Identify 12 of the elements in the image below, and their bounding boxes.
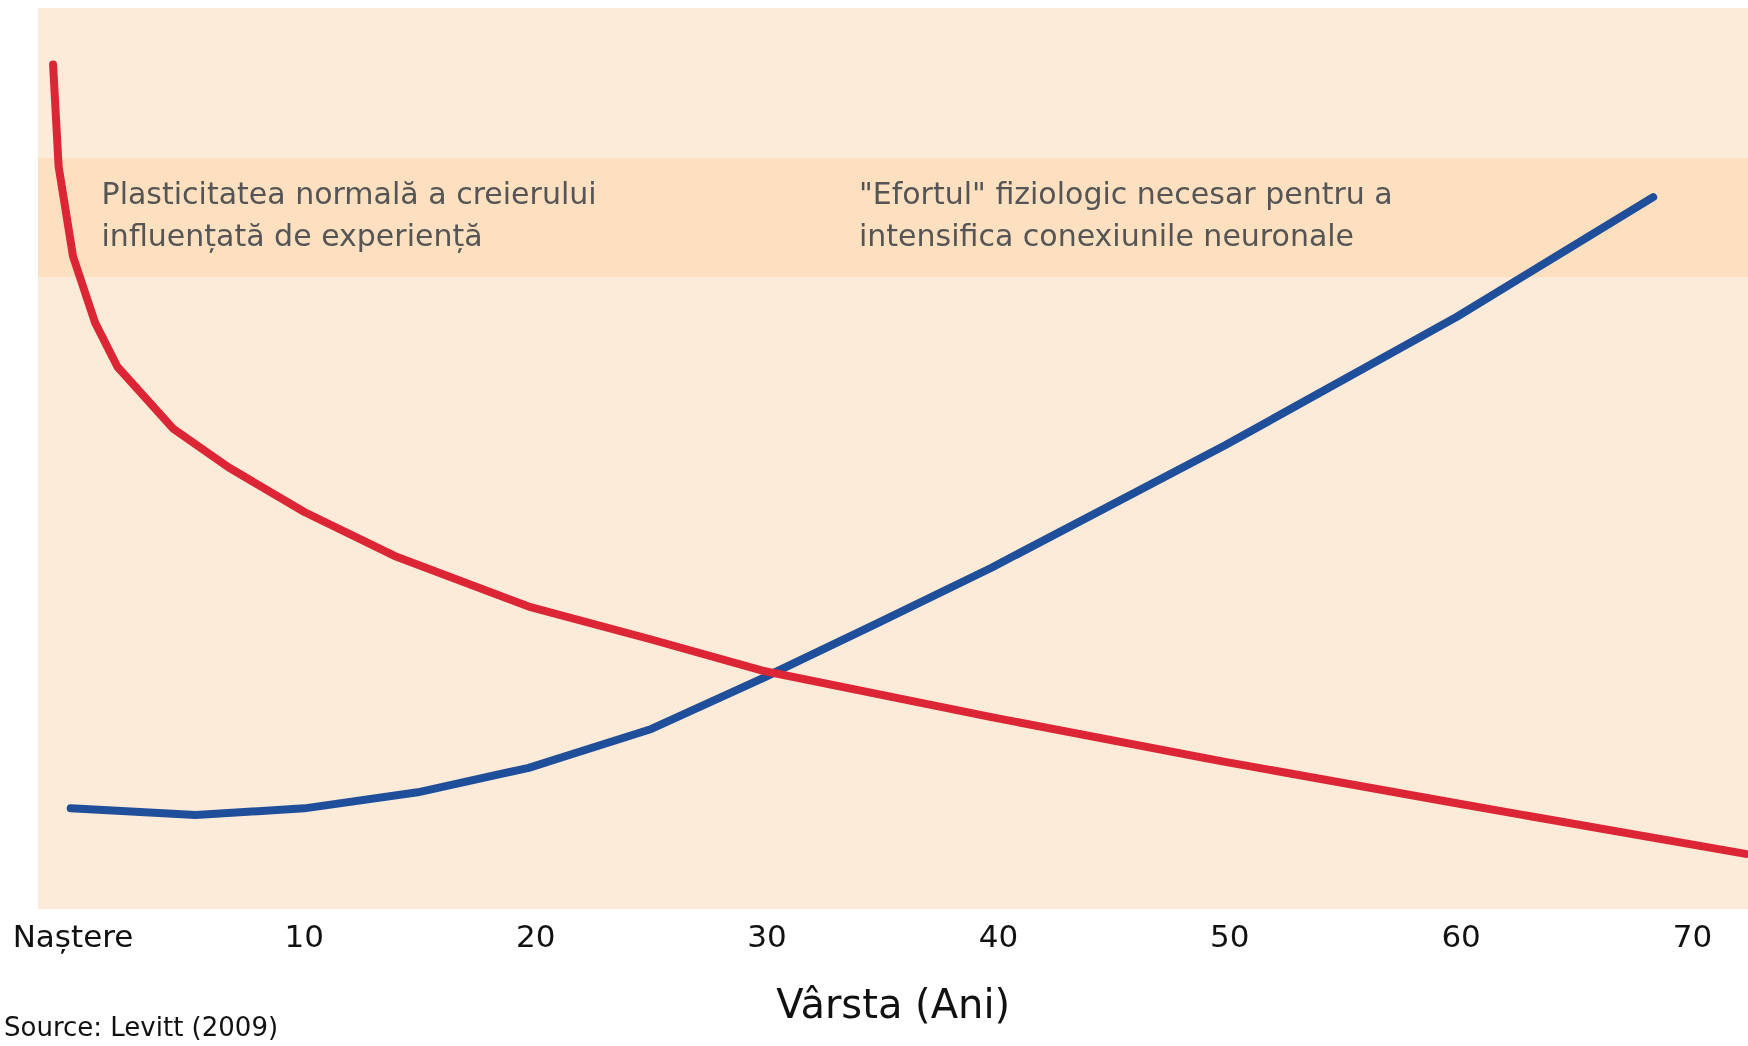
x-tick-label: 20: [515, 918, 556, 955]
x-tick-label: 50: [1210, 918, 1250, 955]
source-note: Source: Levitt (2009): [4, 1011, 279, 1042]
x-axis-title: Vârsta (Ani): [776, 981, 1011, 1028]
x-tick-label: 70: [1672, 918, 1713, 955]
x-tick-label: 10: [284, 918, 325, 955]
x-tick-label: 30: [747, 918, 787, 955]
x-tick-label: Naștere: [12, 918, 134, 955]
annotation: Plasticitatea normală a creierului influențată de experiență: [101, 175, 597, 253]
x-tick-label: 60: [1441, 918, 1481, 955]
x-tick-label: 40: [978, 918, 1019, 955]
annotation: "Efortul" fiziologic necesar pentru a intensifica conexiunile neuronale: [858, 175, 1393, 253]
